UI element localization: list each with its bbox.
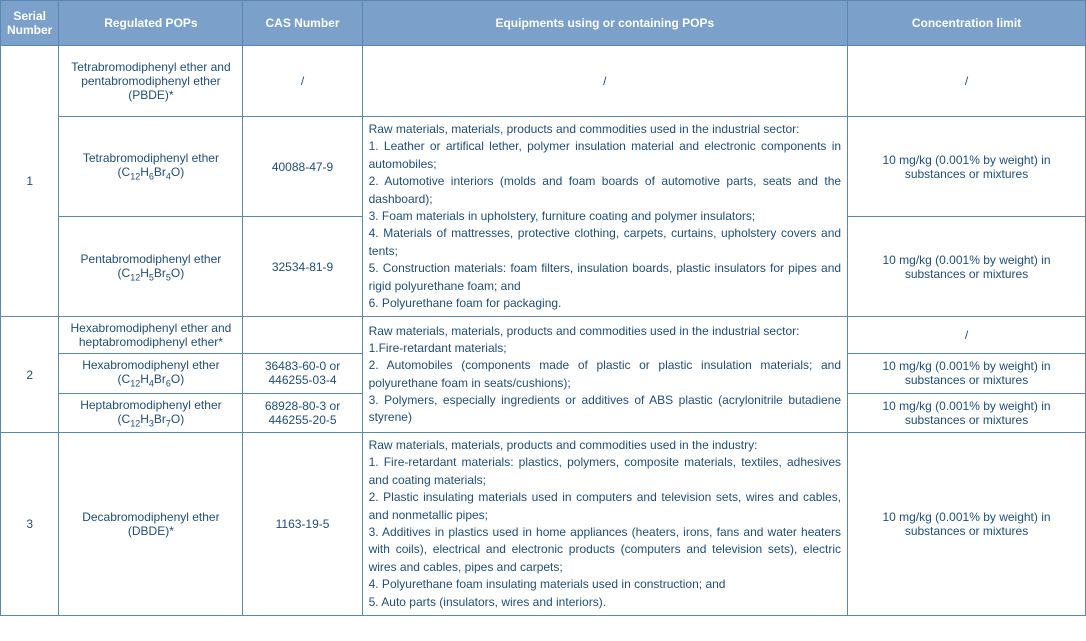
chemical-name: Hexabromodiphenyl ether <box>82 358 219 372</box>
formula-part: (C <box>118 412 131 426</box>
equip-line: 2. Plastic insulating materials used in … <box>369 489 841 524</box>
cas-cell: 32534-81-9 <box>243 217 362 317</box>
formula-part: (C <box>118 372 131 386</box>
table-row: 1 Tetrabromodiphenyl ether and pentabrom… <box>1 46 1086 117</box>
table-body: 1 Tetrabromodiphenyl ether and pentabrom… <box>1 46 1086 616</box>
chemical-name: Tetrabromodiphenyl ether <box>83 151 219 165</box>
equip-line: 5. Auto parts (insulators, wires and int… <box>369 594 841 611</box>
cas-cell: 68928-80-3 or 446255-20-5 <box>243 393 362 432</box>
equip-line: 1.Fire-retardant materials; <box>369 340 841 357</box>
equip-line: 3. Additives in plastics used in home ap… <box>369 524 841 576</box>
limit-cell: 10 mg/kg (0.001% by weight) in substance… <box>848 354 1086 393</box>
formula-sub: 12 <box>130 172 140 182</box>
cas-cell: 36483-60-0 or 446255-03-4 <box>243 354 362 393</box>
formula-sub: 12 <box>130 379 140 389</box>
equip-line: 1. Fire-retardant materials: plastics, p… <box>369 454 841 489</box>
chemical-name: Heptabromodiphenyl ether <box>80 398 221 412</box>
pops-child-cell: Tetrabromodiphenyl ether (C12H6Br4O) <box>59 117 243 217</box>
serial-cell: 2 <box>1 317 59 433</box>
formula-part: Br <box>154 266 166 280</box>
cas-cell: 1163-19-5 <box>243 433 362 616</box>
equip-line: 5. Construction materials: foam filters,… <box>369 260 841 295</box>
equip-cell: Raw materials, materials, products and c… <box>362 317 847 433</box>
formula-part: Br <box>154 412 166 426</box>
formula-sub: 12 <box>130 418 140 428</box>
cas-cell: / <box>243 46 362 117</box>
equip-line: Raw materials, materials, products and c… <box>369 437 841 454</box>
equip-line: 2. Automotive interiors (molds and foam … <box>369 173 841 208</box>
cas-cell <box>243 317 362 354</box>
equip-line: 3. Polymers, especially ingredients or a… <box>369 392 841 427</box>
formula-sub: 12 <box>130 272 140 282</box>
formula-part: O) <box>171 412 184 426</box>
formula-part: H <box>140 372 149 386</box>
header-serial: Serial Number <box>1 1 59 46</box>
pops-child-cell: Hexabromodiphenyl ether (C12H4Br6O) <box>59 354 243 393</box>
equip-line: 4. Polyurethane foam insulating material… <box>369 576 841 593</box>
pops-cell: Decabromodiphenyl ether (DBDE)* <box>59 433 243 616</box>
limit-cell: 10 mg/kg (0.001% by weight) in substance… <box>848 393 1086 432</box>
equip-line: 4. Materials of mattresses, protective c… <box>369 225 841 260</box>
equip-cell: / <box>362 46 847 117</box>
formula-part: (C <box>118 266 131 280</box>
header-limit: Concentration limit <box>848 1 1086 46</box>
limit-cell: 10 mg/kg (0.001% by weight) in substance… <box>848 217 1086 317</box>
equip-cell: Raw materials, materials, products and c… <box>362 433 847 616</box>
formula-part: Br <box>154 165 166 179</box>
equip-cell: Raw materials, materials, products and c… <box>362 117 847 317</box>
equip-line: 6. Polyurethane foam for packaging. <box>369 295 841 312</box>
formula-part: (C <box>118 165 131 179</box>
formula-part: H <box>140 165 149 179</box>
serial-cell: 1 <box>1 46 59 317</box>
header-pops: Regulated POPs <box>59 1 243 46</box>
pops-child-cell: Pentabromodiphenyl ether (C12H5Br5O) <box>59 217 243 317</box>
table-row: 3 Decabromodiphenyl ether (DBDE)* 1163-1… <box>1 433 1086 616</box>
serial-cell: 3 <box>1 433 59 616</box>
header-equipments: Equipments using or containing POPs <box>362 1 847 46</box>
table-header: Serial Number Regulated POPs CAS Number … <box>1 1 1086 46</box>
limit-cell: / <box>848 317 1086 354</box>
pops-parent-cell: Hexabromodiphenyl ether and heptabromodi… <box>59 317 243 354</box>
equip-line: 2. Automobiles (components made of plast… <box>369 357 841 392</box>
table-row: Tetrabromodiphenyl ether (C12H6Br4O) 400… <box>1 117 1086 217</box>
formula-part: H <box>140 412 149 426</box>
formula-part: Br <box>154 372 166 386</box>
pops-regulation-table: Serial Number Regulated POPs CAS Number … <box>0 0 1086 616</box>
table-row: 2 Hexabromodiphenyl ether and heptabromo… <box>1 317 1086 354</box>
formula-part: O) <box>171 372 184 386</box>
equip-line: Raw materials, materials, products and c… <box>369 323 841 340</box>
formula-part: H <box>140 266 149 280</box>
formula-part: O) <box>171 266 184 280</box>
cas-cell: 40088-47-9 <box>243 117 362 217</box>
limit-cell: / <box>848 46 1086 117</box>
equip-line: Raw materials, materials, products and c… <box>369 121 841 138</box>
limit-cell: 10 mg/kg (0.001% by weight) in substance… <box>848 117 1086 217</box>
equip-line: 1. Leather or artifical lether, polymer … <box>369 138 841 173</box>
chemical-name: Pentabromodiphenyl ether <box>81 252 222 266</box>
pops-parent-cell: Tetrabromodiphenyl ether and pentabromod… <box>59 46 243 117</box>
equip-line: 3. Foam materials in upholstery, furnitu… <box>369 208 841 225</box>
formula-part: O) <box>171 165 184 179</box>
header-row: Serial Number Regulated POPs CAS Number … <box>1 1 1086 46</box>
header-cas: CAS Number <box>243 1 362 46</box>
limit-cell: 10 mg/kg (0.001% by weight) in substance… <box>848 433 1086 616</box>
pops-child-cell: Heptabromodiphenyl ether (C12H3Br7O) <box>59 393 243 432</box>
